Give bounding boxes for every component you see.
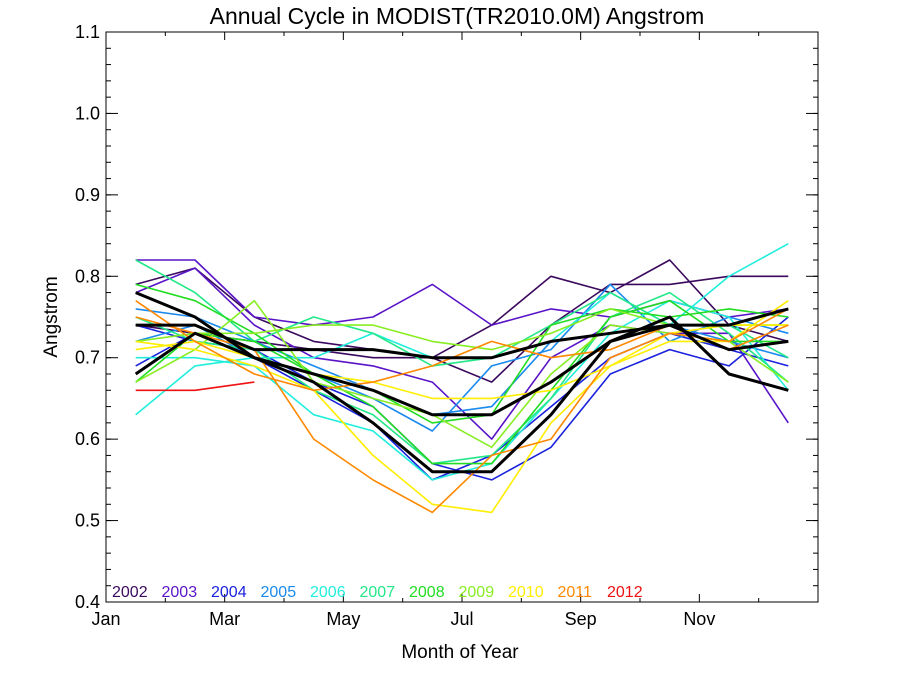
series-line-2010 [135, 300, 789, 514]
legend: 2002 2003 2004 2005 2006 2007 2008 2009 2010 2011… [112, 584, 643, 601]
x-axis-label: Month of Year [401, 642, 519, 663]
x-tick-label: Nov [683, 609, 715, 629]
x-tick-label: Jan [91, 609, 120, 629]
plot-frame [105, 31, 819, 603]
series-line-2012 [135, 381, 255, 392]
x-tick-label: Mar [209, 609, 240, 629]
plot-area: Jan Mar May Jul Sep Nov 0.4 0.5 0.6 0.7 0.8 0.9 1.0… [75, 22, 819, 629]
y-tick-label: 0.9 [75, 185, 100, 205]
y-tick-label: 1.0 [75, 103, 100, 123]
legend-item-2005: 2005 [261, 584, 297, 601]
x-axis: Jan Mar May Jul Sep Nov [91, 32, 760, 629]
chart-title: Annual Cycle in MODIST(TR2010.0M) Angstr… [210, 3, 705, 29]
y-tick-label: 0.5 [75, 511, 100, 531]
y-tick-label: 1.1 [75, 22, 100, 42]
series-line [135, 291, 789, 465]
y-axis-label: Angstrom [41, 276, 62, 357]
mean-line [135, 291, 789, 474]
legend-item-2012: 2012 [607, 584, 643, 601]
y-tick-label: 0.7 [75, 348, 100, 368]
legend-item-2010: 2010 [508, 584, 544, 601]
x-tick-label: Jul [450, 609, 473, 629]
series-line [135, 299, 789, 465]
legend-item-2006: 2006 [310, 584, 346, 601]
y-tick-label: 0.4 [75, 592, 100, 612]
x-tick-label: May [326, 609, 360, 629]
series-line [135, 299, 789, 481]
series-line-2006 [135, 242, 789, 416]
legend-item-2004: 2004 [211, 584, 247, 601]
mean-line [135, 323, 789, 360]
legend-item-2008: 2008 [409, 584, 445, 601]
legend-item-2011: 2011 [558, 584, 593, 601]
series-lines [134, 242, 789, 514]
y-axis: 0.4 0.5 0.6 0.7 0.8 0.9 1.0 1.1 [75, 22, 818, 612]
legend-item-2007: 2007 [360, 584, 396, 601]
legend-item-2002: 2002 [112, 584, 148, 601]
x-tick-label: Sep [565, 609, 597, 629]
series-line [135, 275, 789, 383]
legend-item-2009: 2009 [459, 584, 495, 601]
y-tick-label: 0.6 [75, 429, 100, 449]
legend-item-2003: 2003 [162, 584, 198, 601]
series-line-2008 [135, 283, 789, 424]
y-tick-label: 0.8 [75, 266, 100, 286]
